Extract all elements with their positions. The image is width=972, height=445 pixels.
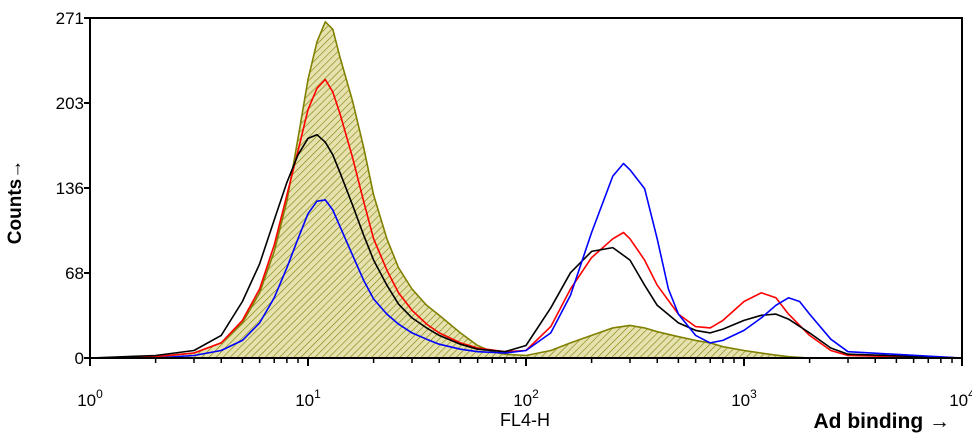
y-tick-label: 203 — [56, 94, 84, 113]
x-tick-label: 101 — [295, 387, 321, 410]
series-0-fill — [90, 21, 962, 359]
x-tick-label: 100 — [77, 387, 103, 410]
tick-labels-layer: 0 68 136 203 271 100 101 102 103 104 — [56, 9, 972, 410]
series-layer — [89, 21, 963, 359]
ticks-layer — [84, 17, 963, 366]
y-tick-label: 0 — [75, 349, 84, 368]
series-0-line — [89, 21, 962, 359]
series-2-line — [89, 133, 963, 359]
y-tick-label: 68 — [65, 264, 84, 283]
series-3-line — [90, 162, 963, 359]
x-tick-label: 103 — [731, 387, 757, 410]
x-axis-label: FL4-H — [499, 410, 550, 430]
series-1-line — [89, 78, 963, 359]
plot-frame — [89, 17, 963, 359]
y-tick-label: 271 — [56, 9, 84, 28]
y-tick-label: 136 — [56, 179, 84, 198]
x-tick-label: 104 — [949, 387, 972, 410]
x-annotation-label: Ad binding → — [813, 410, 950, 433]
series-0-hatch — [90, 21, 962, 359]
y-axis-label: Counts→ — [5, 159, 26, 245]
x-tick-label: 102 — [513, 387, 539, 410]
